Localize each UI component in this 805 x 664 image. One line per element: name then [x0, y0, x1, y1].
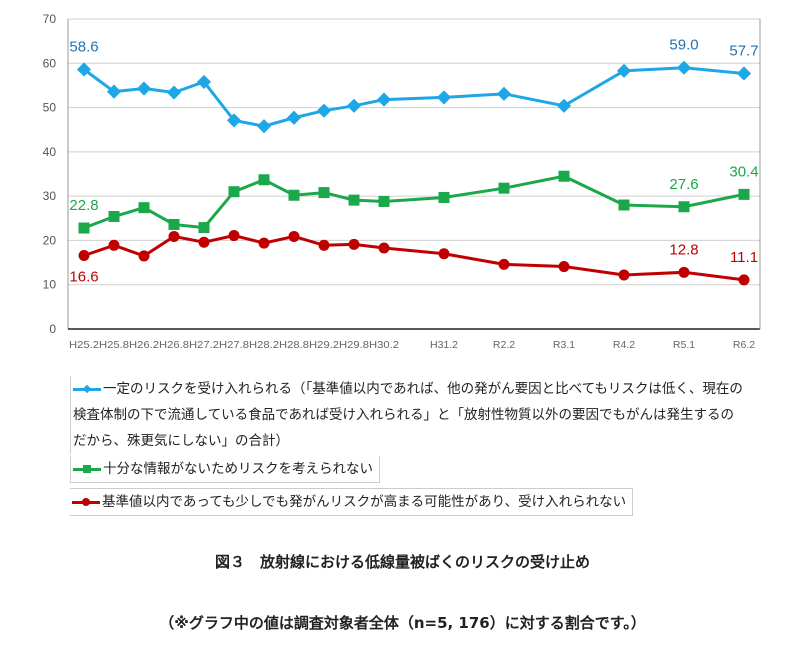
data-point: [556, 98, 572, 113]
data-label: 58.6: [69, 38, 98, 55]
diamond-marker-icon: [73, 384, 101, 394]
x-tick-label: R5.1: [673, 339, 695, 351]
data-label: 30.4: [729, 163, 758, 180]
data-label: 27.6: [669, 176, 698, 193]
legend-label: 一定のリスクを受け入れられる（「基準値以内であれば、他の発がん要因と比べてもリス…: [73, 381, 743, 449]
data-point: [736, 66, 752, 81]
x-tick-label: H28.2: [249, 339, 279, 351]
data-point: [198, 222, 210, 234]
data-point: [166, 85, 182, 100]
data-point: [618, 269, 630, 281]
data-point: [438, 191, 450, 203]
series-line: [83, 174, 745, 230]
x-tick-label: R3.1: [553, 339, 575, 351]
data-point: [108, 239, 120, 251]
legend-label: 十分な情報がないためリスクを考えられない: [103, 461, 373, 477]
data-point: [288, 230, 300, 242]
data-label: 16.6: [69, 268, 98, 285]
data-point: [318, 239, 330, 251]
data-point: [138, 250, 150, 262]
legend-item-accept-risk: 一定のリスクを受け入れられる（「基準値以内であれば、他の発がん要因と比べてもリス…: [70, 376, 743, 454]
legend-item-no-info: 十分な情報がないためリスクを考えられない: [70, 456, 380, 483]
data-point: [438, 248, 450, 260]
data-point: [288, 189, 300, 201]
x-tick-label: H29.8: [339, 339, 369, 351]
x-tick-label: H25.2: [69, 339, 99, 351]
y-tick-label: 0: [49, 322, 56, 336]
data-point: [738, 274, 750, 286]
data-point: [738, 188, 750, 200]
x-tick-label: H29.2: [309, 339, 339, 351]
data-point: [258, 174, 270, 186]
y-tick-label: 60: [43, 56, 57, 70]
y-tick-label: 20: [43, 233, 57, 247]
y-tick-label: 50: [43, 101, 57, 115]
x-tick-label: H26.8: [159, 339, 189, 351]
data-point: [78, 249, 90, 261]
data-label: 59.0: [669, 37, 698, 54]
x-tick-label: H31.2: [430, 339, 458, 351]
line-chart: 0 10 20 30 40 50 60 70 H25.2 H25.8 H26.2 H26.8 H27.2…: [43, 12, 761, 351]
data-point: [316, 103, 332, 118]
data-point: [678, 266, 690, 278]
data-point: [138, 202, 150, 214]
x-tick-label: H28.8: [279, 339, 309, 351]
data-point: [558, 170, 570, 182]
data-point: [168, 230, 180, 242]
x-tick-label: R6.2: [733, 339, 755, 351]
data-point: [616, 63, 632, 78]
data-point: [618, 199, 630, 211]
figure-caption: 図３ 放射線における低線量被ばくのリスクの受け止め: [214, 553, 590, 571]
data-point: [348, 194, 360, 206]
data-label: 11.1: [730, 249, 758, 266]
circle-marker-icon: [72, 497, 100, 507]
data-point: [378, 242, 390, 254]
data-point: [318, 187, 330, 199]
data-point: [136, 81, 152, 96]
series-line: [83, 234, 745, 282]
x-tick-label: H25.8: [99, 339, 129, 351]
data-label: 57.7: [729, 42, 758, 59]
y-tick-label: 10: [43, 278, 57, 292]
data-point: [258, 237, 270, 249]
x-tick-label: H27.8: [219, 339, 249, 351]
data-point: [498, 182, 510, 194]
y-tick-label: 30: [43, 189, 57, 203]
data-label: 22.8: [69, 197, 98, 214]
data-point: [378, 195, 390, 207]
figure-note: （※グラフ中の値は調査対象者全体（n=5, 176）に対する割合です。）: [159, 614, 646, 632]
data-point: [108, 211, 120, 223]
x-tick-label: H30.2: [369, 339, 399, 351]
data-point: [498, 258, 510, 270]
data-point: [228, 186, 240, 198]
data-point: [286, 110, 302, 125]
legend-item-not-accept: 基準値以内であっても少しでも発がんリスクが高まる可能性があり、受け入れられない: [70, 488, 634, 516]
data-point: [558, 261, 570, 273]
data-point: [496, 86, 512, 101]
data-point: [436, 90, 452, 105]
data-point: [198, 236, 210, 248]
y-tick-label: 40: [43, 145, 57, 159]
data-point: [78, 222, 90, 234]
data-point: [256, 119, 272, 134]
square-marker-icon: [73, 464, 101, 474]
data-point: [676, 60, 692, 75]
data-point: [168, 218, 180, 230]
data-point: [348, 238, 360, 250]
data-label: 12.8: [669, 241, 698, 258]
x-tick-label: R2.2: [493, 339, 515, 351]
data-point: [678, 201, 690, 213]
legend-label: 基準値以内であっても少しでも発がんリスクが高まる可能性があり、受け入れられない: [102, 494, 627, 510]
y-tick-label: 70: [43, 12, 57, 26]
x-tick-label: R4.2: [613, 339, 635, 351]
data-point: [346, 98, 362, 113]
data-point: [376, 92, 392, 107]
x-tick-label: H27.2: [189, 339, 219, 351]
data-point: [228, 230, 240, 242]
series-line: [83, 66, 745, 128]
x-tick-label: H26.2: [129, 339, 159, 351]
